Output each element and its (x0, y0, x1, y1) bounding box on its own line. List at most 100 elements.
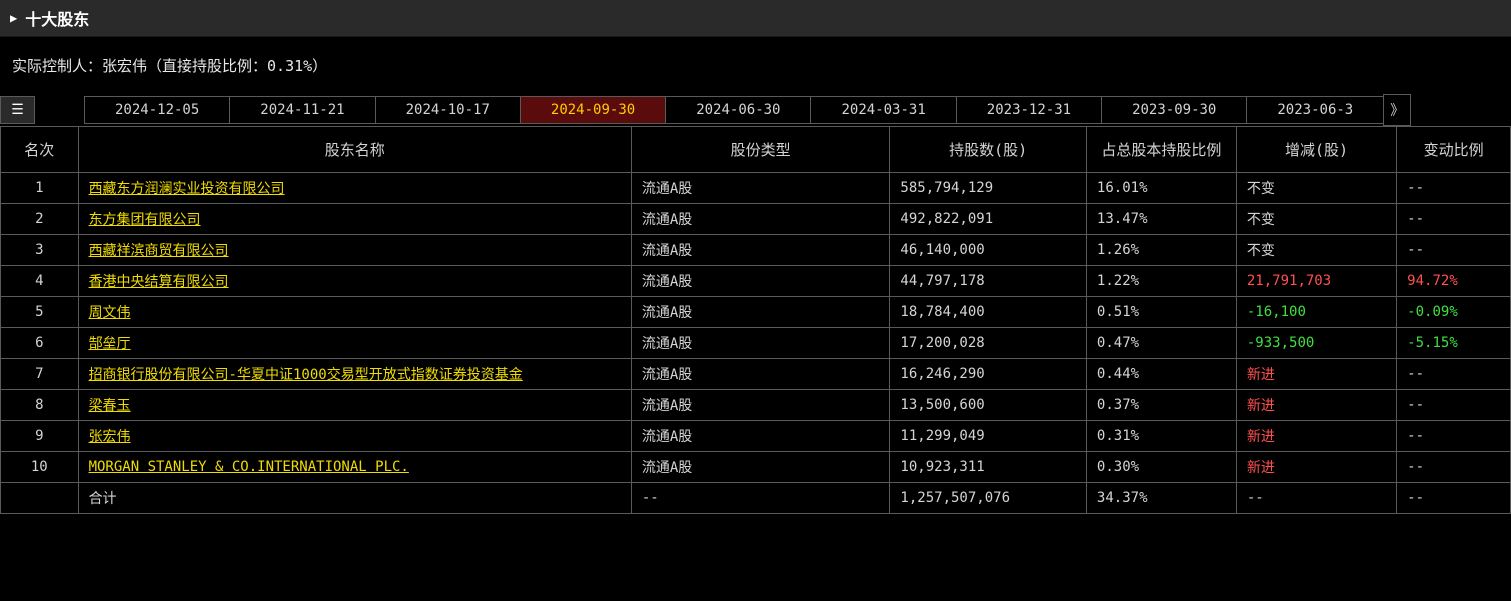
list-view-icon[interactable]: ☰ (0, 96, 35, 124)
cell-shares: 18,784,400 (890, 297, 1087, 328)
cell-shares: 46,140,000 (890, 235, 1087, 266)
cell-change: 新进 (1236, 359, 1396, 390)
cell-rank: 8 (1, 390, 79, 421)
cell-shareholder-name[interactable]: 西藏东方润澜实业投资有限公司 (78, 173, 631, 204)
collapse-triangle-icon[interactable]: ▶ (10, 11, 17, 25)
cell-pct: -- (1397, 204, 1511, 235)
cell-shareholder-name[interactable]: MORGAN STANLEY & CO.INTERNATIONAL PLC. (78, 452, 631, 483)
cell-change: 新进 (1236, 390, 1396, 421)
shareholders-table: 名次 股东名称 股份类型 持股数(股) 占总股本持股比例 增减(股) 变动比例 … (0, 126, 1511, 514)
cell-type: -- (631, 483, 890, 514)
cell-type: 流通A股 (631, 359, 890, 390)
col-header-change: 增减(股) (1236, 127, 1396, 173)
table-total-row: 合计--1,257,507,07634.37%---- (1, 483, 1511, 514)
cell-pct: -- (1397, 483, 1511, 514)
cell-pct: -- (1397, 452, 1511, 483)
cell-change: 新进 (1236, 421, 1396, 452)
col-header-ratio: 占总股本持股比例 (1086, 127, 1236, 173)
table-row: 8梁春玉流通A股13,500,6000.37%新进-- (1, 390, 1511, 421)
cell-rank: 4 (1, 266, 79, 297)
cell-total-label: 合计 (78, 483, 631, 514)
cell-shares: 11,299,049 (890, 421, 1087, 452)
col-header-pct: 变动比例 (1397, 127, 1511, 173)
date-tab[interactable]: 2023-06-3 (1246, 96, 1384, 124)
cell-shares: 1,257,507,076 (890, 483, 1087, 514)
section-header: ▶ 十大股东 (0, 0, 1511, 37)
col-header-type: 股份类型 (631, 127, 890, 173)
cell-shareholder-name[interactable]: 香港中央结算有限公司 (78, 266, 631, 297)
cell-change: -933,500 (1236, 328, 1396, 359)
cell-rank: 1 (1, 173, 79, 204)
cell-type: 流通A股 (631, 235, 890, 266)
cell-rank: 5 (1, 297, 79, 328)
cell-pct: -- (1397, 421, 1511, 452)
cell-shareholder-name[interactable]: 西藏祥滨商贸有限公司 (78, 235, 631, 266)
table-row: 9张宏伟流通A股11,299,0490.31%新进-- (1, 421, 1511, 452)
cell-change: 不变 (1236, 235, 1396, 266)
cell-rank: 9 (1, 421, 79, 452)
date-tab[interactable]: 2024-11-21 (229, 96, 375, 124)
col-header-rank: 名次 (1, 127, 79, 173)
date-tab[interactable]: 2024-09-30 (520, 96, 666, 124)
cell-type: 流通A股 (631, 297, 890, 328)
tab-scroll-right-icon[interactable]: 》 (1383, 94, 1411, 126)
table-row: 7招商银行股份有限公司-华夏中证1000交易型开放式指数证券投资基金流通A股16… (1, 359, 1511, 390)
cell-rank: 2 (1, 204, 79, 235)
cell-ratio: 0.30% (1086, 452, 1236, 483)
table-row: 6郜垒厅流通A股17,200,0280.47%-933,500-5.15% (1, 328, 1511, 359)
cell-shareholder-name[interactable]: 招商银行股份有限公司-华夏中证1000交易型开放式指数证券投资基金 (78, 359, 631, 390)
date-tab[interactable]: 2024-10-17 (375, 96, 521, 124)
cell-type: 流通A股 (631, 173, 890, 204)
cell-shares: 17,200,028 (890, 328, 1087, 359)
cell-pct: 94.72% (1397, 266, 1511, 297)
cell-ratio: 0.44% (1086, 359, 1236, 390)
cell-pct: -- (1397, 359, 1511, 390)
date-tab[interactable]: 2023-09-30 (1101, 96, 1247, 124)
cell-shareholder-name[interactable]: 梁春玉 (78, 390, 631, 421)
date-tab[interactable]: 2024-03-31 (810, 96, 956, 124)
cell-rank: 3 (1, 235, 79, 266)
cell-shares: 13,500,600 (890, 390, 1087, 421)
cell-type: 流通A股 (631, 266, 890, 297)
cell-change: 不变 (1236, 204, 1396, 235)
section-title: 十大股东 (25, 6, 89, 30)
cell-rank: 10 (1, 452, 79, 483)
cell-shareholder-name[interactable]: 张宏伟 (78, 421, 631, 452)
table-row: 4香港中央结算有限公司流通A股44,797,1781.22%21,791,703… (1, 266, 1511, 297)
cell-shares: 585,794,129 (890, 173, 1087, 204)
cell-shareholder-name[interactable]: 郜垒厅 (78, 328, 631, 359)
date-tab[interactable]: 2023-12-31 (956, 96, 1102, 124)
cell-pct: -- (1397, 235, 1511, 266)
table-row: 2东方集团有限公司流通A股492,822,09113.47%不变-- (1, 204, 1511, 235)
cell-ratio: 0.51% (1086, 297, 1236, 328)
cell-pct: -- (1397, 390, 1511, 421)
cell-change: -- (1236, 483, 1396, 514)
controller-info: 实际控制人：张宏伟（直接持股比例：0.31%） (0, 37, 1511, 94)
cell-rank: 6 (1, 328, 79, 359)
cell-rank: 7 (1, 359, 79, 390)
cell-ratio: 0.47% (1086, 328, 1236, 359)
col-header-shares: 持股数(股) (890, 127, 1087, 173)
cell-ratio: 34.37% (1086, 483, 1236, 514)
cell-shares: 44,797,178 (890, 266, 1087, 297)
cell-shares: 10,923,311 (890, 452, 1087, 483)
cell-ratio: 13.47% (1086, 204, 1236, 235)
date-tab[interactable]: 2024-12-05 (84, 96, 230, 124)
table-row: 5周文伟流通A股18,784,4000.51%-16,100-0.09% (1, 297, 1511, 328)
cell-shareholder-name[interactable]: 周文伟 (78, 297, 631, 328)
cell-change: -16,100 (1236, 297, 1396, 328)
cell-ratio: 1.22% (1086, 266, 1236, 297)
cell-shareholder-name[interactable]: 东方集团有限公司 (78, 204, 631, 235)
cell-type: 流通A股 (631, 390, 890, 421)
cell-ratio: 16.01% (1086, 173, 1236, 204)
date-tab[interactable]: 2024-06-30 (665, 96, 811, 124)
date-tabs-row: ☰ 2024-12-052024-11-212024-10-172024-09-… (0, 94, 1511, 126)
cell-pct: -0.09% (1397, 297, 1511, 328)
cell-pct: -5.15% (1397, 328, 1511, 359)
cell-shares: 16,246,290 (890, 359, 1087, 390)
table-row: 10MORGAN STANLEY & CO.INTERNATIONAL PLC.… (1, 452, 1511, 483)
cell-ratio: 0.37% (1086, 390, 1236, 421)
table-row: 3西藏祥滨商贸有限公司流通A股46,140,0001.26%不变-- (1, 235, 1511, 266)
cell-type: 流通A股 (631, 421, 890, 452)
table-row: 1西藏东方润澜实业投资有限公司流通A股585,794,12916.01%不变-- (1, 173, 1511, 204)
